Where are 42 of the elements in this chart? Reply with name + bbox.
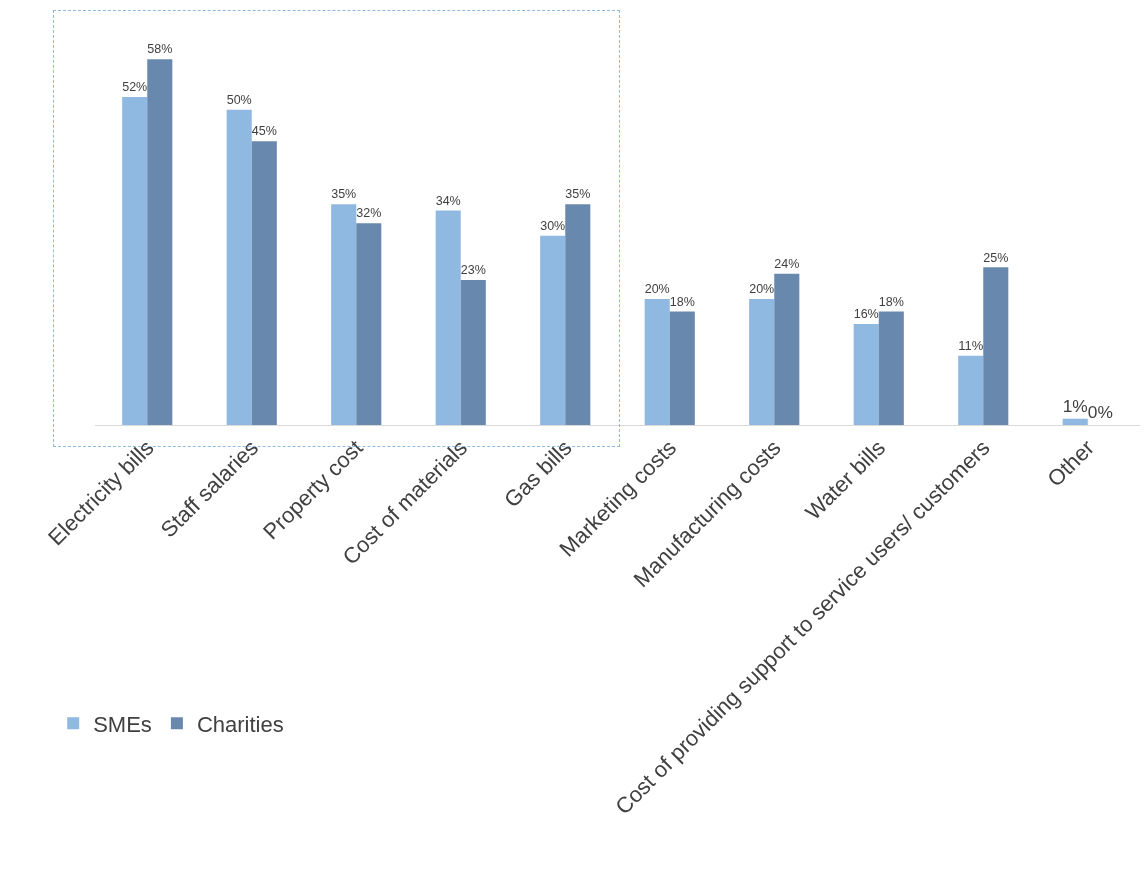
bar <box>878 311 904 425</box>
data-label: 52% <box>122 80 148 95</box>
bar <box>774 273 800 425</box>
bar <box>122 97 148 425</box>
data-label: 45% <box>251 124 277 139</box>
data-label: 58% <box>147 42 173 57</box>
data-label: 1% <box>1062 395 1088 416</box>
legend-label: Charities <box>196 711 284 737</box>
bar <box>749 298 775 425</box>
data-label: 50% <box>226 92 252 107</box>
bar <box>331 204 357 425</box>
bar <box>1062 418 1088 425</box>
data-label: 25% <box>983 250 1009 265</box>
data-label: 16% <box>853 307 879 322</box>
data-label: 20% <box>644 282 670 297</box>
data-label: 0% <box>1087 402 1113 423</box>
bar <box>644 298 670 425</box>
data-label: 30% <box>540 218 566 233</box>
x-tick-label: Gas bills <box>499 435 577 513</box>
legend-label: SMEs <box>93 711 152 737</box>
data-label: 18% <box>669 294 695 309</box>
bar <box>565 204 591 425</box>
bar <box>853 324 879 425</box>
data-label: 35% <box>331 187 357 202</box>
bar <box>226 109 252 425</box>
data-label: 34% <box>435 193 461 208</box>
bar <box>435 210 461 425</box>
bar <box>540 235 566 425</box>
bar <box>147 59 173 425</box>
data-label: 20% <box>749 282 775 297</box>
data-label: 18% <box>878 294 904 309</box>
bar <box>356 223 382 425</box>
data-label: 11% <box>958 337 984 353</box>
data-label: 23% <box>460 263 486 278</box>
bar <box>251 141 277 425</box>
bar <box>669 311 695 425</box>
bar <box>983 267 1009 425</box>
bar <box>460 279 486 425</box>
data-label: 32% <box>356 206 382 221</box>
bar <box>958 355 984 425</box>
data-label: 24% <box>774 256 800 271</box>
data-label: 35% <box>565 187 591 202</box>
